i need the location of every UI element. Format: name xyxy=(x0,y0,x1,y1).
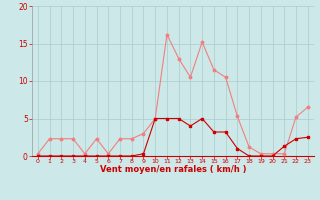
X-axis label: Vent moyen/en rafales ( km/h ): Vent moyen/en rafales ( km/h ) xyxy=(100,165,246,174)
